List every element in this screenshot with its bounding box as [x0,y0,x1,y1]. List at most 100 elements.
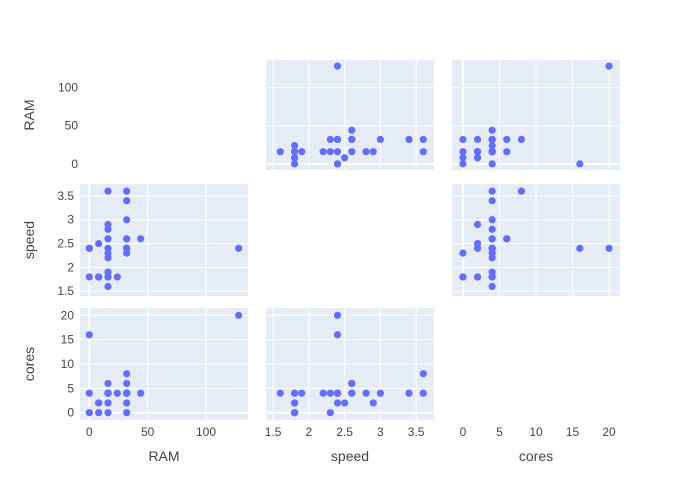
point-speed-vs-cores-25[interactable] [488,244,496,252]
point-RAM-vs-cores-28[interactable] [488,126,496,134]
point-cores-vs-speed-11[interactable] [326,389,334,397]
point-RAM-vs-speed-11[interactable] [326,148,334,156]
point-cores-vs-speed-1[interactable] [333,331,342,339]
point-RAM-vs-speed-27[interactable] [348,135,356,144]
point-RAM-vs-cores-18[interactable] [488,141,496,150]
point-cores-vs-RAM-0[interactable] [235,311,243,319]
point-speed-vs-RAM-26[interactable] [123,244,131,252]
point-speed-vs-RAM-12[interactable] [104,254,112,262]
point-RAM-vs-cores-16[interactable] [473,148,482,156]
point-speed-vs-cores-7[interactable] [488,187,496,195]
point-RAM-vs-speed-0[interactable] [333,62,342,70]
point-RAM-vs-cores-0[interactable] [605,62,613,70]
point-cores-vs-RAM-6[interactable] [95,409,103,417]
point-speed-vs-cores-22[interactable] [503,235,511,243]
point-speed-vs-RAM-19[interactable] [123,187,131,195]
point-cores-vs-speed-29[interactable] [291,389,299,397]
point-cores-vs-RAM-19[interactable] [123,370,131,378]
point-speed-vs-cores-26[interactable] [473,244,482,252]
point-speed-vs-cores-19[interactable] [517,187,525,195]
point-RAM-vs-cores-29[interactable] [488,148,496,156]
point-RAM-vs-speed-18[interactable] [291,141,299,150]
point-cores-vs-RAM-27[interactable] [123,389,131,397]
point-cores-vs-speed-19[interactable] [419,370,427,378]
point-speed-vs-RAM-17[interactable] [104,244,112,252]
point-RAM-vs-speed-10[interactable] [348,148,356,156]
point-speed-vs-RAM-28[interactable] [137,235,145,243]
point-speed-vs-RAM-10[interactable] [104,235,112,243]
point-RAM-vs-speed-29[interactable] [291,148,299,156]
point-speed-vs-cores-16[interactable] [473,273,482,281]
point-speed-vs-cores-12[interactable] [488,254,496,262]
point-speed-vs-RAM-5[interactable] [95,239,103,248]
point-cores-vs-speed-28[interactable] [348,389,356,397]
point-speed-vs-cores-14[interactable] [459,273,467,281]
point-cores-vs-RAM-5[interactable] [95,399,103,407]
point-RAM-vs-speed-17[interactable] [333,148,342,156]
point-speed-vs-RAM-6[interactable] [95,273,103,281]
point-RAM-vs-speed-19[interactable] [419,135,427,144]
point-cores-vs-speed-13[interactable] [298,389,306,397]
point-cores-vs-RAM-26[interactable] [123,399,131,407]
point-speed-vs-cores-24[interactable] [459,249,467,257]
point-RAM-vs-speed-21[interactable] [376,135,384,144]
point-RAM-vs-speed-2[interactable] [291,160,299,168]
point-RAM-vs-speed-5[interactable] [341,154,349,162]
point-cores-vs-speed-26[interactable] [333,399,342,407]
point-cores-vs-speed-24[interactable] [326,409,334,417]
point-cores-vs-speed-21[interactable] [376,389,384,397]
point-RAM-vs-speed-28[interactable] [348,126,356,134]
point-cores-vs-speed-5[interactable] [341,399,349,407]
point-cores-vs-RAM-24[interactable] [123,409,131,417]
point-speed-vs-RAM-9[interactable] [104,225,112,233]
point-speed-vs-RAM-3[interactable] [85,244,93,252]
point-RAM-vs-cores-2[interactable] [459,160,467,168]
point-cores-vs-speed-15[interactable] [276,389,284,397]
point-RAM-vs-speed-7[interactable] [419,148,427,156]
point-cores-vs-speed-8[interactable] [369,399,377,407]
point-cores-vs-RAM-1[interactable] [85,331,93,339]
point-RAM-vs-speed-15[interactable] [276,148,284,156]
point-cores-vs-RAM-10[interactable] [104,379,112,388]
point-RAM-vs-cores-5[interactable] [473,154,482,162]
point-cores-vs-RAM-3[interactable] [85,389,93,397]
point-speed-vs-cores-29[interactable] [488,273,496,281]
point-speed-vs-cores-20[interactable] [488,197,496,205]
point-cores-vs-speed-25[interactable] [333,389,342,397]
point-speed-vs-cores-9[interactable] [488,225,496,233]
point-speed-vs-RAM-20[interactable] [123,197,131,205]
point-RAM-vs-cores-26[interactable] [473,135,482,144]
point-RAM-vs-speed-8[interactable] [369,148,377,156]
point-speed-vs-RAM-27[interactable] [123,235,131,243]
point-speed-vs-RAM-15[interactable] [104,282,112,291]
point-speed-vs-cores-1[interactable] [576,244,584,252]
point-cores-vs-speed-16[interactable] [291,399,299,407]
point-RAM-vs-speed-26[interactable] [333,135,342,144]
point-cores-vs-RAM-29[interactable] [104,389,112,397]
point-RAM-vs-cores-22[interactable] [503,135,511,144]
point-speed-vs-RAM-21[interactable] [123,216,131,224]
point-RAM-vs-cores-27[interactable] [488,135,496,144]
point-speed-vs-cores-8[interactable] [473,220,482,229]
point-RAM-vs-cores-1[interactable] [576,160,584,168]
point-cores-vs-RAM-14[interactable] [104,409,112,417]
point-cores-vs-RAM-22[interactable] [123,379,131,388]
point-RAM-vs-speed-9[interactable] [362,148,370,156]
point-RAM-vs-cores-24[interactable] [459,135,467,144]
point-RAM-vs-cores-3[interactable] [488,160,496,168]
point-RAM-vs-speed-6[interactable] [291,154,299,162]
point-cores-vs-speed-14[interactable] [291,409,299,417]
point-cores-vs-speed-0[interactable] [333,311,342,319]
point-speed-vs-RAM-7[interactable] [104,187,112,195]
point-speed-vs-cores-15[interactable] [488,282,496,291]
point-speed-vs-RAM-0[interactable] [235,244,243,252]
point-cores-vs-speed-7[interactable] [419,389,427,397]
point-RAM-vs-speed-20[interactable] [405,135,413,144]
point-speed-vs-cores-28[interactable] [488,235,496,243]
point-speed-vs-RAM-29[interactable] [104,273,112,281]
point-cores-vs-RAM-28[interactable] [137,389,145,397]
point-RAM-vs-speed-24[interactable] [326,135,334,144]
point-RAM-vs-speed-13[interactable] [298,148,306,156]
point-RAM-vs-cores-10[interactable] [503,148,511,156]
point-speed-vs-cores-0[interactable] [605,244,613,252]
